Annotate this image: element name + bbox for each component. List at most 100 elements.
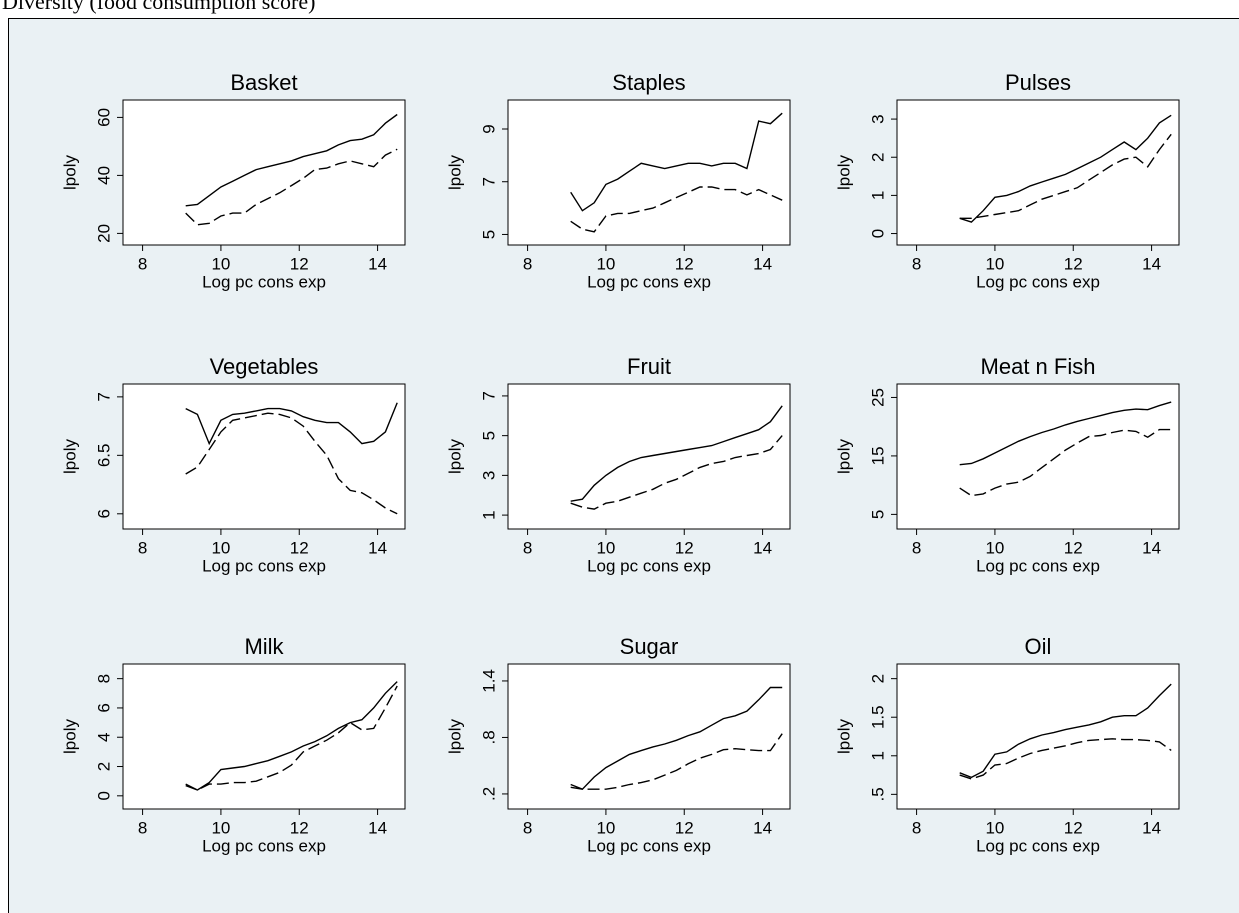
series-line xyxy=(959,683,1172,779)
y-tick-label: .5 xyxy=(868,787,887,801)
x-tick-label: 12 xyxy=(1064,818,1083,837)
plot-region xyxy=(507,99,791,246)
y-tick-label: 1 xyxy=(479,510,498,519)
series-line xyxy=(185,402,398,446)
x-tick-label: 12 xyxy=(290,538,309,557)
y-tick-label: 20 xyxy=(94,224,113,243)
series-line xyxy=(959,428,1172,497)
x-tick-label: 12 xyxy=(1064,538,1083,557)
subplot-title: Oil xyxy=(1025,634,1052,659)
x-axis-label: Log pc cons exp xyxy=(202,556,326,575)
caption: Diversity (food consumption score) xyxy=(2,0,315,14)
y-tick-label: 3 xyxy=(868,114,887,123)
y-axis-label: lpoly xyxy=(834,439,853,474)
x-tick-label: 8 xyxy=(523,538,532,557)
subplot-title: Sugar xyxy=(620,634,679,659)
x-axis-label: Log pc cons exp xyxy=(976,556,1100,575)
y-tick-label: 7 xyxy=(479,391,498,400)
y-tick-label: 6 xyxy=(94,509,113,518)
y-tick-label: 1.5 xyxy=(868,705,887,729)
y-tick-label: 1.4 xyxy=(479,669,498,693)
x-axis-label: Log pc cons exp xyxy=(587,836,711,855)
x-tick-label: 14 xyxy=(1142,254,1161,273)
subplot-title: Meat n Fish xyxy=(981,354,1096,379)
x-tick-label: 10 xyxy=(985,818,1004,837)
series-line xyxy=(570,733,783,790)
y-tick-label: 60 xyxy=(94,108,113,127)
x-axis-label: Log pc cons exp xyxy=(202,836,326,855)
x-axis-label: Log pc cons exp xyxy=(587,272,711,291)
subplot-title: Staples xyxy=(612,70,685,95)
x-tick-label: 10 xyxy=(211,818,230,837)
x-tick-label: 14 xyxy=(1142,538,1161,557)
y-tick-label: 0 xyxy=(868,229,887,238)
x-tick-label: 10 xyxy=(211,538,230,557)
x-axis-label: Log pc cons exp xyxy=(976,272,1100,291)
x-tick-label: 14 xyxy=(753,818,772,837)
x-tick-label: 14 xyxy=(753,254,772,273)
x-tick-label: 12 xyxy=(675,538,694,557)
subplot-title: Pulses xyxy=(1005,70,1071,95)
x-tick-label: 14 xyxy=(753,538,772,557)
y-tick-label: 1 xyxy=(868,191,887,200)
series-line xyxy=(185,412,398,515)
plot-region xyxy=(896,383,1180,530)
y-axis-label: lpoly xyxy=(445,439,464,474)
series-line xyxy=(185,148,398,226)
series-line xyxy=(185,113,398,207)
y-tick-label: 8 xyxy=(94,674,113,683)
y-axis-label: lpoly xyxy=(60,719,79,754)
x-tick-label: 14 xyxy=(1142,818,1161,837)
plot-region xyxy=(122,99,406,246)
y-tick-label: 2 xyxy=(94,762,113,771)
y-tick-label: 5 xyxy=(868,510,887,519)
series-line xyxy=(185,681,398,791)
y-tick-label: 2 xyxy=(868,153,887,162)
series-line xyxy=(570,186,783,233)
y-tick-label: .8 xyxy=(479,730,498,744)
x-tick-label: 12 xyxy=(290,818,309,837)
x-tick-label: 12 xyxy=(290,254,309,273)
y-tick-label: 1 xyxy=(868,751,887,760)
x-tick-label: 8 xyxy=(138,818,147,837)
y-tick-label: .2 xyxy=(479,787,498,801)
y-tick-label: 2 xyxy=(868,674,887,683)
x-tick-label: 8 xyxy=(912,538,921,557)
x-axis-label: Log pc cons exp xyxy=(976,836,1100,855)
y-tick-label: 7 xyxy=(94,392,113,401)
y-tick-label: 15 xyxy=(868,446,887,465)
subplot-title: Vegetables xyxy=(210,354,319,379)
x-tick-label: 12 xyxy=(1064,254,1083,273)
x-tick-label: 10 xyxy=(211,254,230,273)
subplot-title: Milk xyxy=(244,634,284,659)
y-tick-label: 25 xyxy=(868,388,887,407)
x-tick-label: 12 xyxy=(675,818,694,837)
subplot-title: Basket xyxy=(230,70,297,95)
y-axis-label: lpoly xyxy=(445,155,464,190)
series-line xyxy=(959,738,1172,780)
y-axis-label: lpoly xyxy=(445,719,464,754)
plot-region xyxy=(122,663,406,810)
plot-region xyxy=(896,99,1180,246)
y-tick-label: 5 xyxy=(479,431,498,440)
x-tick-label: 8 xyxy=(138,538,147,557)
y-tick-label: 6 xyxy=(94,703,113,712)
y-tick-label: 0 xyxy=(94,791,113,800)
x-tick-label: 14 xyxy=(368,254,387,273)
x-tick-label: 8 xyxy=(138,254,147,273)
series-line xyxy=(570,686,783,791)
series-line xyxy=(959,401,1172,466)
y-tick-label: 3 xyxy=(479,471,498,480)
x-axis-label: Log pc cons exp xyxy=(587,556,711,575)
x-tick-label: 8 xyxy=(523,818,532,837)
plot-region xyxy=(507,663,791,810)
x-tick-label: 10 xyxy=(596,538,615,557)
series-line xyxy=(570,405,783,502)
x-tick-label: 8 xyxy=(523,254,532,273)
y-tick-label: 5 xyxy=(479,230,498,239)
series-line xyxy=(570,112,783,212)
x-tick-label: 10 xyxy=(596,254,615,273)
series-line xyxy=(185,685,398,791)
y-axis-label: lpoly xyxy=(60,439,79,474)
